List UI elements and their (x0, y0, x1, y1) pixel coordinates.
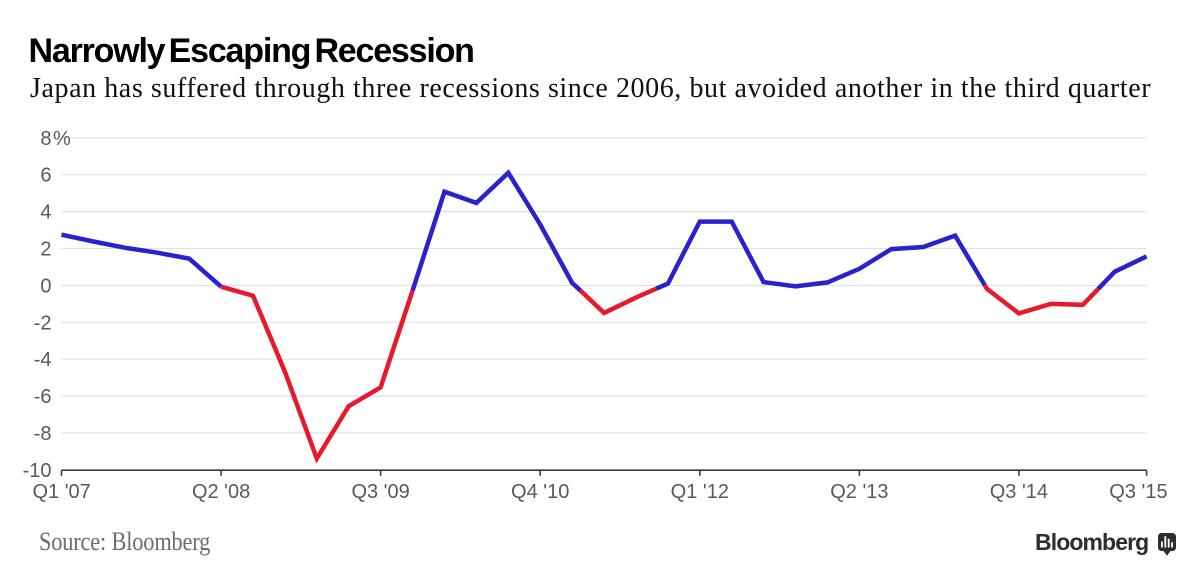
svg-text:-4: -4 (34, 349, 52, 371)
svg-text:Q1 '12: Q1 '12 (671, 481, 729, 503)
svg-text:8: 8 (40, 128, 51, 150)
svg-text:Q2 '13: Q2 '13 (830, 481, 888, 503)
svg-text:-2: -2 (34, 312, 52, 334)
svg-text:0: 0 (40, 275, 51, 297)
svg-text:6: 6 (40, 165, 51, 187)
svg-text:-8: -8 (34, 423, 52, 445)
svg-text:-10: -10 (23, 460, 52, 482)
svg-text:2: 2 (40, 239, 51, 261)
svg-text:%: % (53, 128, 71, 150)
svg-text:Q3 '09: Q3 '09 (351, 481, 409, 503)
svg-text:Q3 '14: Q3 '14 (990, 481, 1048, 503)
svg-text:4: 4 (40, 202, 51, 224)
svg-text:Q4 '10: Q4 '10 (511, 481, 569, 503)
svg-text:Q2 '08: Q2 '08 (192, 481, 250, 503)
svg-text:Q1 '07: Q1 '07 (33, 481, 91, 503)
svg-text:-6: -6 (34, 386, 52, 408)
svg-text:Q3 '15: Q3 '15 (1109, 481, 1167, 503)
